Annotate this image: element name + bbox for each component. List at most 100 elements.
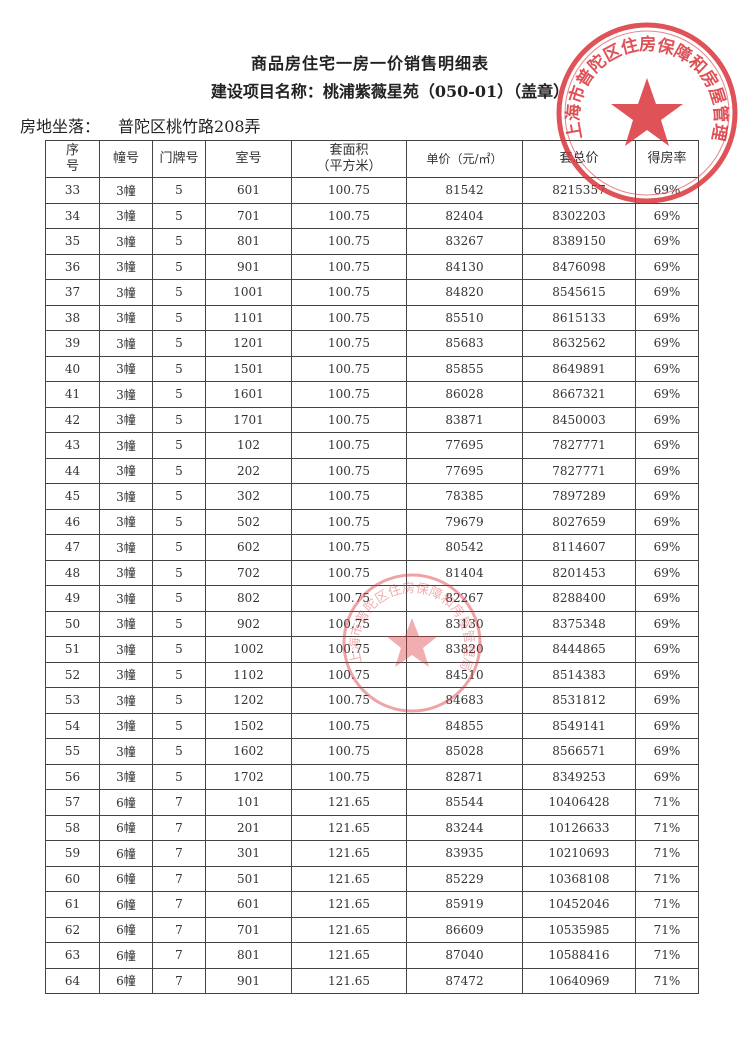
cell-building: 6幢 (99, 840, 153, 867)
cell-seq: 50 (45, 610, 100, 637)
cell-unit-price: 86609 (406, 916, 523, 943)
cell-area: 100.75 (291, 483, 407, 510)
cell-efficiency-rate: 69% (635, 610, 699, 637)
cell-unit-price: 84683 (406, 687, 523, 714)
cell-unit-price: 84855 (406, 712, 523, 739)
cell-area: 100.75 (291, 687, 407, 714)
cell-area: 121.65 (291, 916, 407, 943)
cell-seq: 62 (45, 916, 100, 943)
cell-area: 100.75 (291, 636, 407, 663)
cell-seq: 47 (45, 534, 100, 561)
cell-building: 3幢 (99, 253, 153, 280)
cell-seq: 45 (45, 483, 100, 510)
cell-efficiency-rate: 69% (635, 661, 699, 688)
table-row: 49 3幢 5 802 100.75 82267 8288400 69% (45, 585, 699, 612)
cell-total-price: 8649891 (522, 355, 636, 382)
cell-area: 121.65 (291, 967, 407, 994)
cell-area: 100.75 (291, 712, 407, 739)
table-row: 47 3幢 5 602 100.75 80542 8114607 69% (45, 534, 699, 561)
cell-efficiency-rate: 69% (635, 279, 699, 306)
cell-seq: 48 (45, 559, 100, 586)
cell-unit-price: 82404 (406, 202, 523, 229)
cell-unit-price: 82871 (406, 763, 523, 790)
cell-room-no: 901 (205, 253, 292, 280)
cell-door-no: 5 (152, 406, 206, 433)
cell-room-no: 101 (205, 789, 292, 816)
header-text: 套面积 (329, 143, 369, 158)
cell-efficiency-rate: 69% (635, 177, 699, 204)
cell-door-no: 5 (152, 279, 206, 306)
cell-total-price: 8201453 (522, 559, 636, 586)
cell-efficiency-rate: 69% (635, 202, 699, 229)
table-row: 45 3幢 5 302 100.75 78385 7897289 69% (45, 483, 699, 510)
cell-building: 3幢 (99, 177, 153, 204)
cell-total-price: 8531812 (522, 687, 636, 714)
cell-area: 100.75 (291, 661, 407, 688)
cell-unit-price: 87040 (406, 942, 523, 969)
table-row: 51 3幢 5 1002 100.75 83820 8444865 69% (45, 636, 699, 663)
cell-building: 3幢 (99, 406, 153, 433)
cell-seq: 38 (45, 304, 100, 331)
cell-seq: 60 (45, 865, 100, 892)
cell-seq: 64 (45, 967, 100, 994)
table-row: 42 3幢 5 1701 100.75 83871 8450003 69% (45, 406, 699, 433)
cell-building: 3幢 (99, 687, 153, 714)
cell-room-no: 1202 (205, 687, 292, 714)
cell-area: 100.75 (291, 432, 407, 459)
cell-unit-price: 81542 (406, 177, 523, 204)
cell-total-price: 10406428 (522, 789, 636, 816)
cell-unit-price: 83871 (406, 406, 523, 433)
property-location: 房地坐落： 普陀区桃竹路208弄 (20, 113, 279, 137)
cell-room-no: 301 (205, 840, 292, 867)
cell-efficiency-rate: 69% (635, 381, 699, 408)
header-text: 序 (65, 143, 79, 158)
cell-total-price: 8444865 (522, 636, 636, 663)
cell-total-price: 8545615 (522, 279, 636, 306)
cell-area: 100.75 (291, 381, 407, 408)
cell-seq: 58 (45, 814, 100, 841)
cell-door-no: 7 (152, 891, 206, 918)
cell-room-no: 702 (205, 559, 292, 586)
cell-efficiency-rate: 69% (635, 406, 699, 433)
cell-total-price: 10126633 (522, 814, 636, 841)
cell-area: 100.75 (291, 253, 407, 280)
cell-unit-price: 80542 (406, 534, 523, 561)
cell-area: 121.65 (291, 840, 407, 867)
cell-room-no: 602 (205, 534, 292, 561)
cell-unit-price: 77695 (406, 457, 523, 484)
document-title: 商品房住宅一房一价销售明细表 (250, 54, 489, 73)
table-row: 61 6幢 7 601 121.65 85919 10452046 71% (45, 891, 699, 918)
cell-area: 100.75 (291, 457, 407, 484)
cell-area: 100.75 (291, 559, 407, 586)
table-row: 39 3幢 5 1201 100.75 85683 8632562 69% (45, 330, 699, 357)
cell-seq: 35 (45, 228, 100, 255)
header-text: 幢号 (112, 151, 139, 166)
cell-room-no: 1201 (205, 330, 292, 357)
cell-seq: 36 (45, 253, 100, 280)
cell-area: 100.75 (291, 228, 407, 255)
cell-building: 6幢 (99, 789, 153, 816)
table-row: 41 3幢 5 1601 100.75 86028 8667321 69% (45, 381, 699, 408)
cell-area: 100.75 (291, 177, 407, 204)
cell-seq: 40 (45, 355, 100, 382)
cell-total-price: 7827771 (522, 432, 636, 459)
header-room-no: 室号 (205, 140, 292, 178)
cell-area: 100.75 (291, 406, 407, 433)
cell-door-no: 5 (152, 712, 206, 739)
cell-room-no: 1701 (205, 406, 292, 433)
cell-area: 100.75 (291, 585, 407, 612)
cell-building: 3幢 (99, 610, 153, 637)
table-row: 52 3幢 5 1102 100.75 84510 8514383 69% (45, 661, 699, 688)
cell-efficiency-rate: 69% (635, 228, 699, 255)
header-total-price: 套总价 (522, 140, 636, 178)
cell-seq: 53 (45, 687, 100, 714)
cell-efficiency-rate: 71% (635, 916, 699, 943)
cell-unit-price: 83130 (406, 610, 523, 637)
table-row: 44 3幢 5 202 100.75 77695 7827771 69% (45, 457, 699, 484)
header-building: 幢号 (99, 140, 153, 178)
cell-building: 3幢 (99, 457, 153, 484)
cell-unit-price: 83267 (406, 228, 523, 255)
table-row: 40 3幢 5 1501 100.75 85855 8649891 69% (45, 355, 699, 382)
cell-building: 3幢 (99, 432, 153, 459)
table-row: 55 3幢 5 1602 100.75 85028 8566571 69% (45, 738, 699, 765)
